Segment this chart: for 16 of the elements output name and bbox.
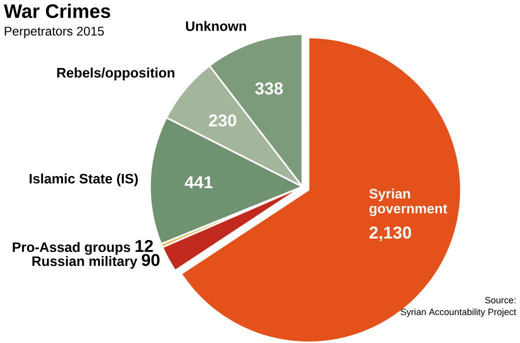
data-label: 230 — [208, 114, 236, 126]
data-label: 441 — [184, 176, 213, 188]
chart-subtitle: Perpetrators 2015 — [4, 26, 104, 38]
slice-label: Pro-Assad groups — [12, 242, 130, 255]
data-label: 338 — [255, 82, 283, 94]
slice-label: Russian military — [32, 256, 138, 269]
slice-label: Islamic State (IS) — [30, 173, 138, 186]
data-label: 12 — [136, 240, 153, 252]
slice-label: Unknown — [186, 20, 246, 31]
data-label: 2,130 — [370, 226, 412, 242]
text: Syrian Accountability Project — [400, 308, 516, 317]
data-label: 90 — [142, 254, 160, 266]
source-note: Source: — [485, 296, 516, 304]
chart-title: War Crimes — [4, 4, 110, 18]
slice-label: Syrian government — [369, 188, 448, 216]
slice-label: Rebels/opposition — [57, 67, 174, 80]
